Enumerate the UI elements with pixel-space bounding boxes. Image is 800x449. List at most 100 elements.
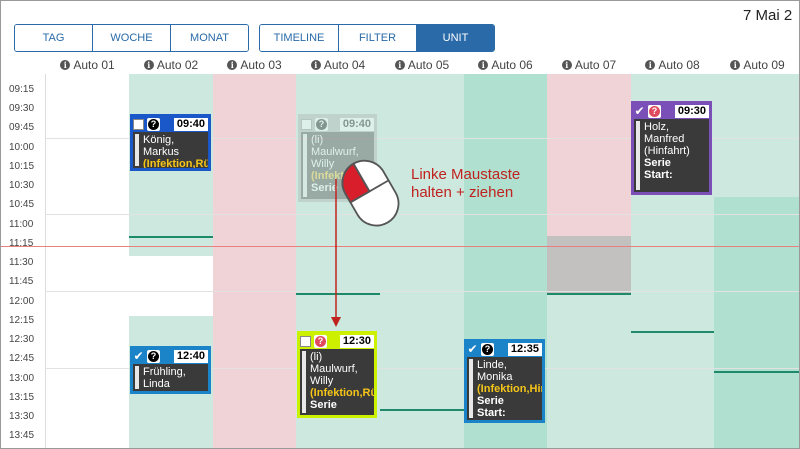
time-axis: 09:15 09:30 09:45 10:00 10:15 10:30 10:4… <box>1 74 46 448</box>
time-label: 11:45 <box>9 276 34 287</box>
time-label: 12:45 <box>9 353 35 364</box>
end-marker <box>714 371 799 373</box>
time-label: 11:30 <box>9 257 34 268</box>
column-label: Auto 09 <box>743 58 785 72</box>
question-icon[interactable]: ? <box>481 342 494 356</box>
appointment-details: Linde, Monika (Infektion,Hir Serie Start: <box>467 357 542 420</box>
info-icon[interactable]: i <box>310 60 321 70</box>
end-marker <box>631 331 714 333</box>
column-label: Auto 03 <box>240 58 282 72</box>
view-button-group: TAG WOCHE MONAT <box>14 24 249 52</box>
blocked-slot[interactable] <box>547 74 631 236</box>
view-day-button[interactable]: TAG <box>15 25 92 51</box>
select-checkbox[interactable] <box>301 118 312 130</box>
mode-unit-button[interactable]: UNIT <box>416 25 494 51</box>
view-month-button[interactable]: MONAT <box>170 25 248 51</box>
appointment-time: 12:40 <box>173 349 208 363</box>
question-icon[interactable]: ? <box>315 117 328 131</box>
column-header-auto-03[interactable]: i Auto 03 <box>213 57 296 73</box>
checked-icon[interactable]: ✔ <box>634 104 645 118</box>
appointment-time: 12:30 <box>339 334 374 348</box>
select-checkbox[interactable] <box>300 335 311 347</box>
select-checkbox[interactable] <box>133 118 144 130</box>
question-icon[interactable]: ? <box>147 117 160 131</box>
mouse-icon <box>341 159 400 227</box>
info-icon[interactable]: i <box>394 60 405 70</box>
column-label: Auto 04 <box>323 58 366 72</box>
info-icon[interactable]: i <box>143 60 154 70</box>
column-label: Auto 02 <box>156 58 199 72</box>
appointment-details: (li) Maulwurf, Willy (Infektion,Rü Serie <box>300 349 374 415</box>
time-label: 13:15 <box>9 392 35 403</box>
end-marker <box>296 293 380 295</box>
grid-line <box>46 138 799 139</box>
appointment-card-maulwurf[interactable]: ? 12:30 (li) Maulwurf, Willy (Infektion,Rü Se… <box>297 331 377 418</box>
drag-instruction: Linke Maustaste halten + ziehen <box>411 166 521 201</box>
end-marker <box>380 409 464 411</box>
time-label: 12:30 <box>9 334 35 345</box>
column-header-auto-09[interactable]: i Auto 09 <box>714 57 799 73</box>
info-icon[interactable]: i <box>227 60 238 70</box>
appointment-details: König, Markus (Infektion,Rü <box>133 132 208 168</box>
info-icon[interactable]: i <box>478 60 489 70</box>
mode-timeline-button[interactable]: TIMELINE <box>260 25 338 51</box>
appointment-details: Holz, Manfred (Hinfahrt) Serie Start: <box>634 119 709 192</box>
view-week-button[interactable]: WOCHE <box>92 25 170 51</box>
end-marker <box>547 293 631 295</box>
appointment-card-fruehling[interactable]: ✔? 12:40 Frühling, Linda <box>130 346 211 394</box>
busy-slot[interactable] <box>714 197 799 448</box>
info-icon[interactable]: i <box>561 60 572 70</box>
time-label: 09:30 <box>9 103 35 114</box>
info-icon[interactable]: i <box>645 60 656 70</box>
question-icon[interactable]: ? <box>648 104 661 118</box>
mode-filter-button[interactable]: FILTER <box>338 25 416 51</box>
column-header-auto-02[interactable]: i Auto 02 <box>129 57 213 73</box>
column-header-auto-01[interactable]: i Auto 01 <box>46 57 129 73</box>
time-label: 12:00 <box>9 296 35 307</box>
column-label: Auto 05 <box>407 58 450 72</box>
appointment-time: 09:40 <box>339 117 374 131</box>
time-label: 12:15 <box>9 315 35 326</box>
time-label: 10:00 <box>9 142 35 153</box>
column-auto-03[interactable] <box>213 74 296 448</box>
time-label: 11:15 <box>9 238 34 249</box>
appointment-time: 09:40 <box>173 117 208 131</box>
column-header-auto-04[interactable]: i Auto 04 <box>296 57 380 73</box>
column-header-auto-07[interactable]: i Auto 07 <box>547 57 631 73</box>
grid-line <box>46 291 799 292</box>
appointment-card-koenig[interactable]: ? 09:40 König, Markus (Infektion,Rü <box>130 114 211 171</box>
current-time-indicator <box>1 246 799 247</box>
column-label: Auto 07 <box>574 58 617 72</box>
checked-icon[interactable]: ✔ <box>467 342 478 356</box>
question-icon[interactable]: ? <box>314 334 327 348</box>
column-label: Auto 06 <box>491 58 533 72</box>
appointment-time: 09:30 <box>674 104 709 118</box>
current-date: 7 Mai 2 <box>743 7 793 24</box>
free-slot[interactable] <box>129 256 213 316</box>
time-label: 13:00 <box>9 373 35 384</box>
appointment-card-linde[interactable]: ✔? 12:35 Linde, Monika (Infektion,Hir Serie S… <box>464 339 545 423</box>
column-header-auto-06[interactable]: i Auto 06 <box>464 57 547 73</box>
time-label: 13:45 <box>9 430 35 441</box>
time-label: 09:45 <box>9 122 35 133</box>
mode-button-group: TIMELINE FILTER UNIT <box>259 24 495 52</box>
selected-slot[interactable] <box>547 236 631 293</box>
info-icon[interactable]: i <box>60 60 71 70</box>
time-label: 10:30 <box>9 180 35 191</box>
info-icon[interactable]: i <box>730 60 741 70</box>
checked-icon[interactable]: ✔ <box>133 349 144 363</box>
column-auto-01[interactable] <box>46 74 130 448</box>
column-auto-05[interactable] <box>380 74 464 448</box>
time-label: 10:45 <box>9 199 35 210</box>
time-label: 10:15 <box>9 161 35 172</box>
column-header-auto-08[interactable]: i Auto 08 <box>631 57 714 73</box>
question-icon[interactable]: ? <box>147 349 160 363</box>
appointment-card-holz[interactable]: ✔? 09:30 Holz, Manfred (Hinfahrt) Serie Start… <box>631 101 712 195</box>
time-label: 09:15 <box>9 84 35 95</box>
time-label: 11:00 <box>9 219 34 230</box>
column-header-auto-05[interactable]: i Auto 05 <box>380 57 464 73</box>
appointment-details: Frühling, Linda <box>133 364 208 391</box>
column-label: Auto 01 <box>73 58 115 72</box>
